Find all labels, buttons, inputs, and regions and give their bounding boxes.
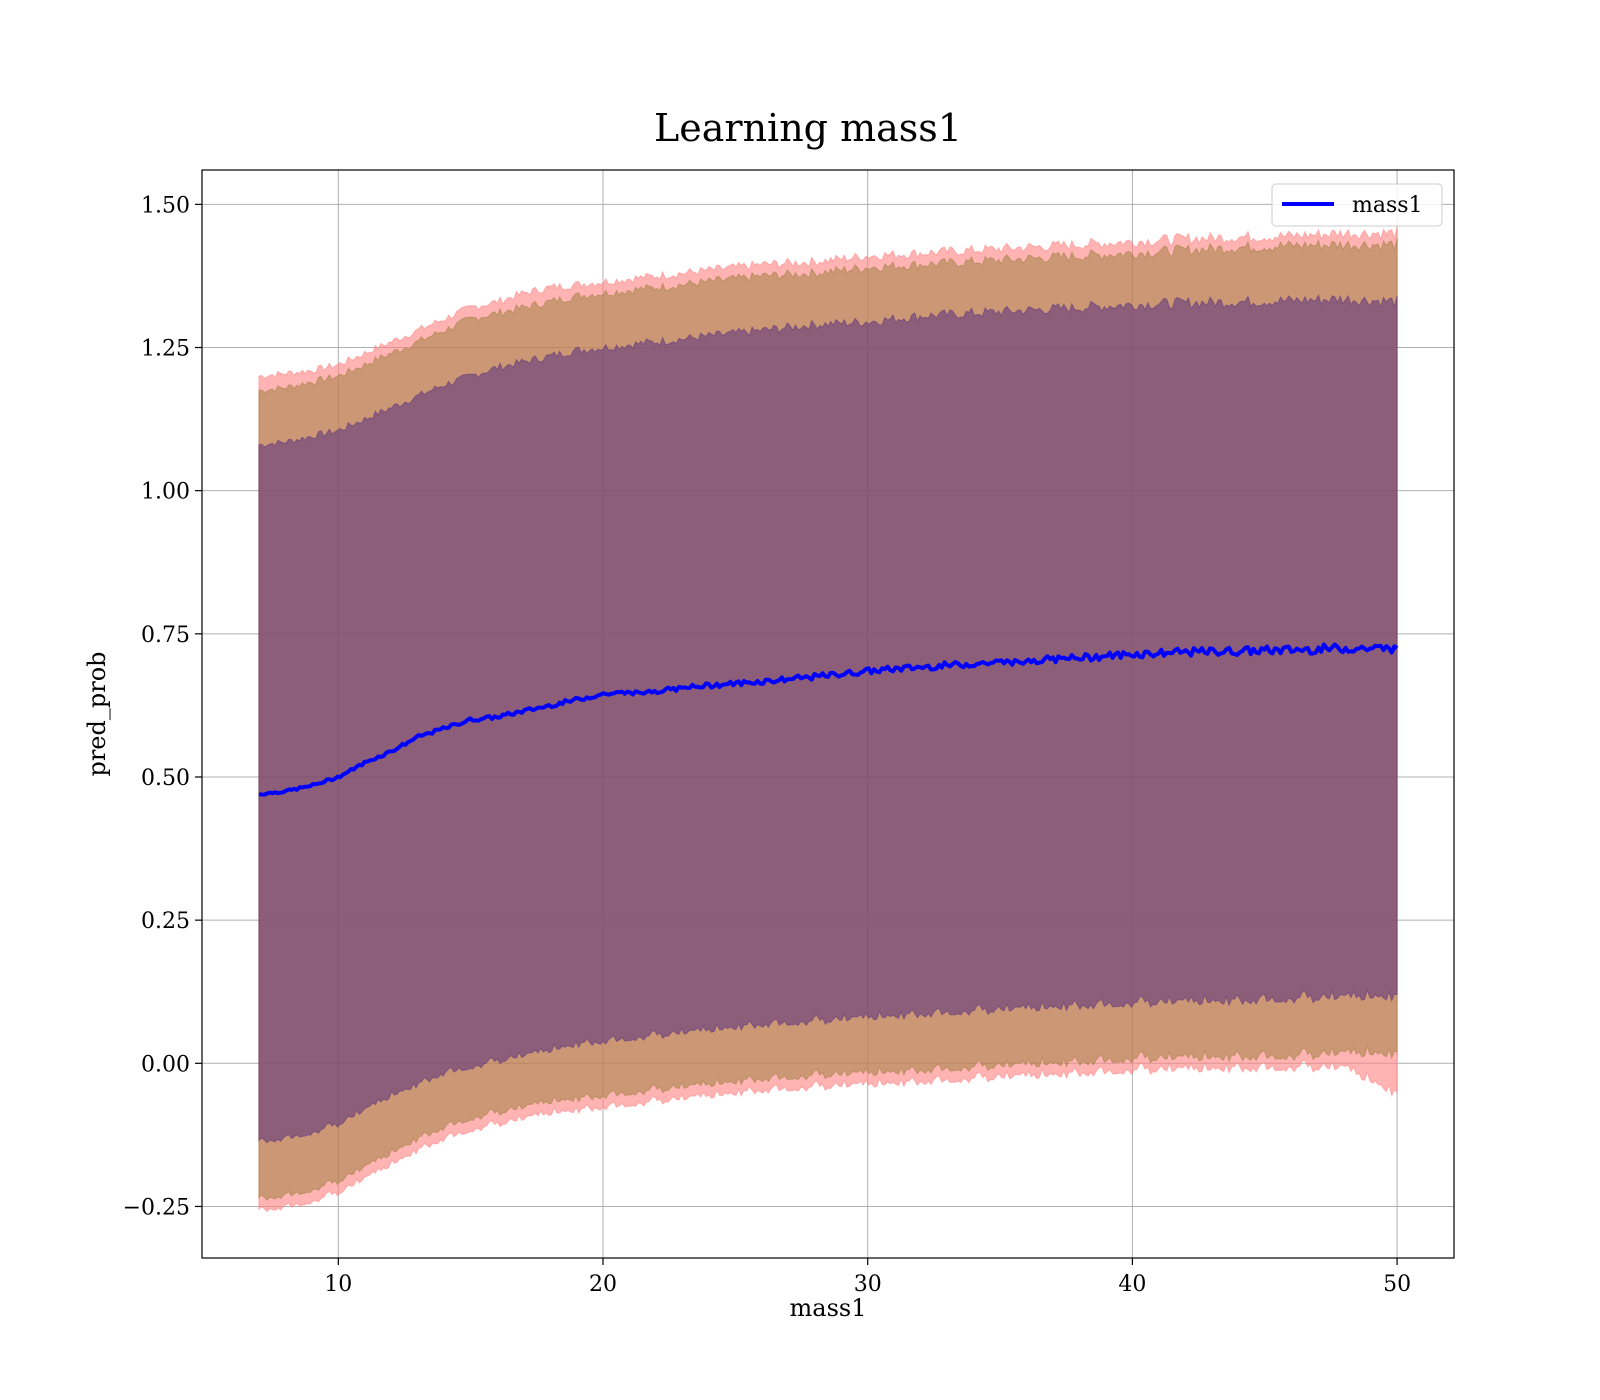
x-tick-label: 50 bbox=[1383, 1272, 1411, 1297]
x-tick-label: 40 bbox=[1118, 1272, 1146, 1297]
y-tick-label: 1.50 bbox=[141, 193, 190, 218]
plot-area-frame bbox=[201, 169, 1455, 1259]
series-line-mass1 bbox=[258, 642, 1399, 797]
x-tick-label: 20 bbox=[589, 1272, 617, 1297]
y-tick-label: −0.25 bbox=[123, 1195, 190, 1220]
y-tick-label: 0.25 bbox=[141, 909, 190, 934]
y-axis-label: pred_prob bbox=[83, 651, 111, 776]
legend: mass1 bbox=[1271, 183, 1443, 227]
chart-title: Learning mass1 bbox=[654, 106, 962, 150]
x-tick-label: 30 bbox=[854, 1272, 882, 1297]
x-tick-label: 10 bbox=[324, 1272, 352, 1297]
x-axis-label: mass1 bbox=[790, 1294, 867, 1322]
y-tick-label: 1.25 bbox=[141, 337, 190, 362]
x-axis-ticks: 10 20 30 40 50 bbox=[324, 1258, 1411, 1297]
band-inner bbox=[258, 293, 1398, 1144]
y-tick-label: 1.00 bbox=[141, 480, 190, 505]
y-tick-label: 0.00 bbox=[141, 1052, 190, 1077]
legend-label: mass1 bbox=[1352, 193, 1423, 218]
legend-box bbox=[1271, 183, 1443, 227]
confidence-bands bbox=[258, 226, 1398, 1213]
series-lines bbox=[258, 642, 1399, 797]
y-tick-label: 0.75 bbox=[141, 623, 190, 648]
y-axis-ticks: −0.25 0.00 0.25 0.50 0.75 1.00 1.25 1.50 bbox=[123, 193, 202, 1220]
y-tick-label: 0.50 bbox=[141, 766, 190, 791]
